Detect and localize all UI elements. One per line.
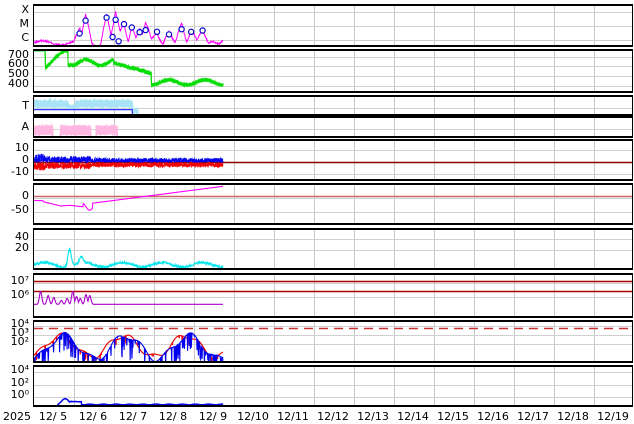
x-tick-label-5: 12/10 (237, 410, 269, 423)
y-tick-label-xray-flux-2: C (21, 31, 29, 45)
x-tick-label-1: 12/ 6 (78, 410, 108, 423)
chart-panel-electron-flux (33, 320, 633, 363)
x-tick-label-3: 12/ 8 (158, 410, 188, 423)
y-tick-label-electron-flux-0: 10⁴ (10, 317, 29, 331)
y-tick-label-imf-bz-2: -10 (11, 164, 29, 178)
x-tick-label-6: 12/11 (277, 410, 309, 423)
chart-panel-proton-density (33, 228, 633, 270)
y-tick-label-proton-flux-high-0: 10⁷ (10, 273, 29, 287)
x-tick-label-8: 12/13 (357, 410, 389, 423)
x-axis-year-label: 2025 (3, 410, 31, 423)
y-tick-label-xray-flux-1: M (19, 17, 30, 31)
y-tick-label-electron-flux-1: 10³ (10, 326, 29, 340)
x-tick-label-7: 12/12 (317, 410, 349, 423)
panel-plot-proton-flux-low (34, 367, 632, 405)
panel-plot-dst-index (34, 185, 632, 223)
chart-panel-imf-bz (33, 139, 633, 181)
chart-panel-imf-alpha (33, 116, 633, 138)
x-tick-label-13: 12/18 (557, 410, 589, 423)
y-tick-label-proton-density-0: 40 (15, 229, 29, 243)
panel-plot-imf-alpha (34, 118, 632, 136)
y-tick-label-proton-flux-low-1: 10² (10, 375, 29, 389)
chart-panel-proton-flux-high (33, 273, 633, 318)
y-tick-label-solar-wind-speed-0: 700 (8, 47, 29, 61)
y-tick-label-imf-bz-0: 10 (15, 141, 29, 155)
y-tick-label-proton-density-1: 20 (15, 241, 29, 255)
x-tick-label-9: 12/14 (397, 410, 429, 423)
panel-plot-imf-total (34, 97, 632, 114)
panel-plot-xray-flux (34, 6, 632, 45)
y-tick-label-solar-wind-speed-2: 500 (8, 67, 29, 81)
y-tick-label-imf-total-0: T (22, 98, 29, 112)
panel-plot-imf-bz (34, 141, 632, 179)
panel-plot-proton-flux-high (34, 275, 632, 316)
panel-plot-proton-density (34, 230, 632, 268)
y-tick-label-proton-flux-low-0: 10⁴ (10, 363, 29, 377)
chart-panel-solar-wind-speed (33, 49, 633, 93)
chart-panel-imf-total (33, 95, 633, 116)
y-tick-label-dst-index-1: -50 (11, 202, 29, 216)
y-tick-label-imf-alpha-0: A (21, 120, 29, 133)
y-tick-label-solar-wind-speed-1: 600 (8, 57, 29, 71)
panel-plot-electron-flux (34, 322, 632, 361)
x-tick-label-0: 12/ 5 (38, 410, 68, 423)
chart-panel-dst-index (33, 183, 633, 225)
y-tick-label-proton-flux-high-1: 10⁶ (10, 287, 29, 301)
x-tick-label-12: 12/17 (517, 410, 549, 423)
y-tick-label-dst-index-0: 0 (22, 188, 29, 202)
x-tick-label-2: 12/ 7 (118, 410, 148, 423)
y-tick-label-electron-flux-2: 10² (10, 335, 29, 349)
x-tick-label-4: 12/ 9 (198, 410, 228, 423)
y-tick-label-proton-flux-low-2: 10⁰ (10, 388, 29, 402)
x-tick-label-14: 12/19 (597, 410, 629, 423)
chart-panel-proton-flux-low (33, 365, 633, 407)
y-tick-label-imf-bz-1: 0 (22, 153, 29, 166)
chart-panel-xray-flux (33, 4, 633, 47)
y-tick-label-xray-flux-0: X (21, 3, 29, 17)
y-tick-label-solar-wind-speed-3: 400 (8, 76, 29, 90)
panel-plot-solar-wind-speed (34, 51, 632, 91)
x-axis: 2025 12/ 5 12/ 6 12/ 7 12/ 8 12/ 9 12/10 12/11 1… (0, 406, 634, 424)
x-tick-label-10: 12/15 (437, 410, 469, 423)
x-tick-label-11: 12/16 (477, 410, 509, 423)
